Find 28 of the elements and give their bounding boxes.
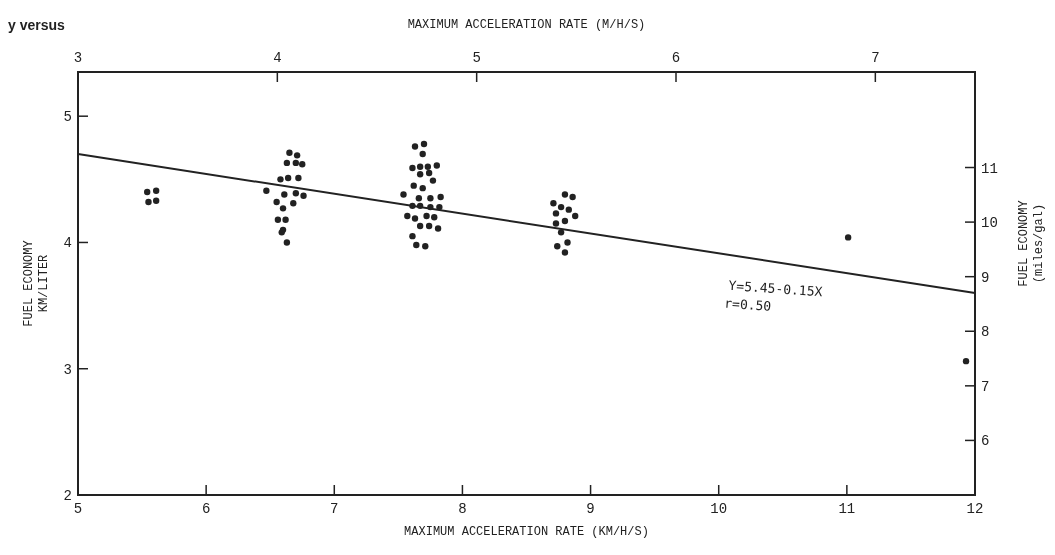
y2-tick-label: 10 [981,215,998,232]
x-tick-label: 7 [330,501,339,517]
x2-tick-label: 7 [871,50,880,66]
chart-title: y versus [8,17,66,33]
y-axis-title: FUEL ECONOMY KM/LITER [22,240,51,327]
x2-axis-title: MAXIMUM ACCELERATION RATE (M/H/S) [407,18,646,32]
y-tick-label: 2 [63,488,72,504]
x-tick-label: 6 [201,501,211,517]
y2-tick-label: 11 [981,160,998,177]
y2-tick-label: 7 [981,378,990,395]
x2-tick-label: 4 [273,50,282,66]
y2-axis-title: FUEL ECONOMY (miles/gal) [1017,200,1046,287]
y-tick-label: 3 [63,361,72,378]
x-tick-label: 5 [73,501,83,517]
y2-tick-label: 8 [981,324,990,341]
x-tick-label: 12 [966,501,984,517]
x-tick-label: 11 [838,501,856,517]
y2-tick-label: 9 [981,269,990,286]
x-tick-label: 10 [710,501,728,517]
x2-tick-label: 5 [472,50,481,66]
y-tick-label: 5 [63,109,72,126]
y-tick-label: 4 [63,235,72,252]
x2-tick-label: 3 [73,50,83,66]
x-axis-title: MAXIMUM ACCELERATION RATE (KM/H/S) [404,525,649,539]
y2-tick-label: 6 [981,433,990,450]
x-tick-label: 9 [586,501,595,517]
x2-tick-label: 6 [671,50,681,66]
x-tick-label: 8 [458,501,467,517]
